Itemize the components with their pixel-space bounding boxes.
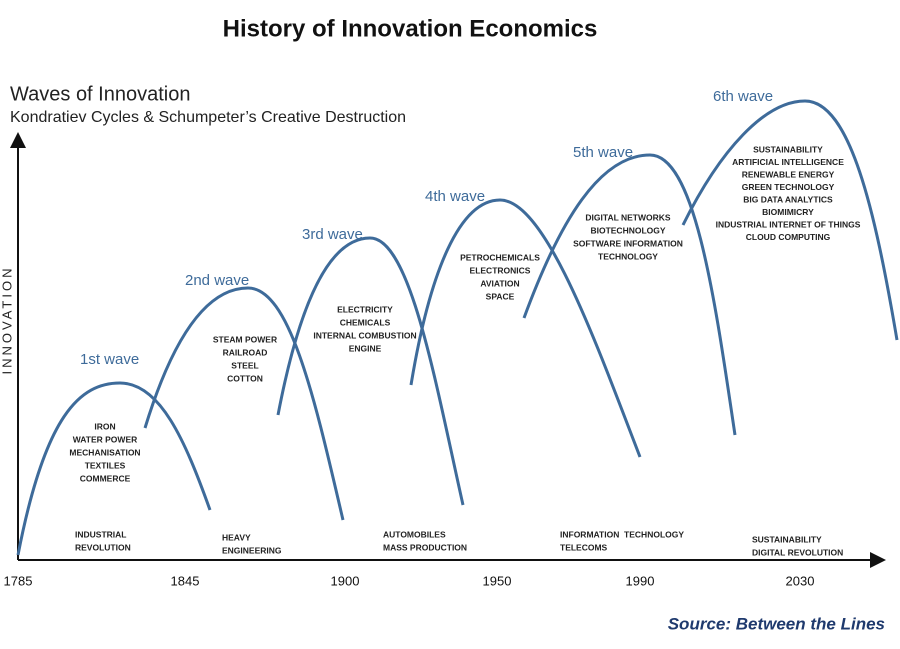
wave-curve [16, 381, 212, 556]
era-label: HEAVY [222, 532, 251, 542]
x-label: 1900 [331, 573, 360, 588]
wave-label: 4th wave [425, 188, 485, 205]
technology: INTERNAL COMBUSTION [313, 330, 416, 340]
x-label: 1845 [171, 573, 200, 588]
x-label: 1990 [626, 573, 655, 588]
technology: ELECTRONICS [470, 265, 531, 275]
wave-curve [276, 236, 465, 506]
technology: DIGITAL NETWORKS [585, 212, 670, 222]
wave-curve [522, 153, 737, 436]
wave-curve [143, 286, 345, 521]
wave-label: 1st wave [80, 351, 139, 368]
x-label: 1785 [4, 573, 33, 588]
technology: TECHNOLOGY [598, 251, 658, 261]
era-label: ENGINEERING [222, 545, 282, 555]
technology: BIG DATA ANALYTICS [743, 194, 833, 204]
era-label: AUTOMOBILES [383, 529, 446, 539]
era-label: SUSTAINABILITY [752, 534, 822, 544]
subheading: Kondratiev Cycles & Schumpeter’s Creativ… [10, 109, 406, 126]
technology: WATER POWER [73, 434, 138, 444]
wave-label: 6th wave [713, 88, 773, 105]
wave-curve [409, 198, 642, 458]
wave-label: 3rd wave [302, 226, 363, 243]
technology: SOFTWARE INFORMATION [573, 238, 683, 248]
technology: BIOTECHNOLOGY [590, 225, 665, 235]
technology: INDUSTRIAL INTERNET OF THINGS [716, 219, 861, 229]
technology: ELECTRICITY [337, 304, 393, 314]
era-label: DIGITAL REVOLUTION [752, 547, 843, 557]
heading: Waves of Innovation [10, 83, 190, 105]
technology: STEEL [231, 360, 258, 370]
technology: BIOMIMICRY [762, 207, 814, 217]
technology: COTTON [227, 373, 263, 383]
technology: IRON [94, 421, 115, 431]
x-label: 1950 [483, 573, 512, 588]
technology: CLOUD COMPUTING [746, 232, 831, 242]
technology: GREEN TECHNOLOGY [742, 182, 835, 192]
technology: RAILROAD [223, 347, 268, 357]
era-label: INDUSTRIAL [75, 529, 126, 539]
technology: MECHANISATION [69, 447, 140, 457]
era-label: TELECOMS [560, 542, 608, 552]
technology: ENGINE [349, 343, 382, 353]
technology: AVIATION [480, 278, 519, 288]
x-label: 2030 [786, 573, 815, 588]
technology: ARTIFICIAL INTELLIGENCE [732, 157, 844, 167]
technology: TEXTILES [85, 460, 126, 470]
wave-label: 2nd wave [185, 272, 249, 289]
technology: SUSTAINABILITY [753, 144, 823, 154]
era-label: MASS PRODUCTION [383, 542, 467, 552]
technology: STEAM POWER [213, 334, 277, 344]
technology: SPACE [486, 291, 515, 301]
technology: RENEWABLE ENERGY [742, 169, 835, 179]
technology: CHEMICALS [340, 317, 391, 327]
title: History of Innovation Economics [223, 15, 598, 42]
technology: COMMERCE [80, 473, 131, 483]
technology: PETROCHEMICALS [460, 252, 540, 262]
era-label: REVOLUTION [75, 542, 131, 552]
wave-label: 5th wave [573, 144, 633, 161]
y-axis-label: INNOVATION [0, 266, 14, 375]
wave-curve [681, 99, 899, 341]
era-label: INFORMATION TECHNOLOGY [560, 529, 684, 539]
source: Source: Between the Lines [668, 614, 885, 633]
